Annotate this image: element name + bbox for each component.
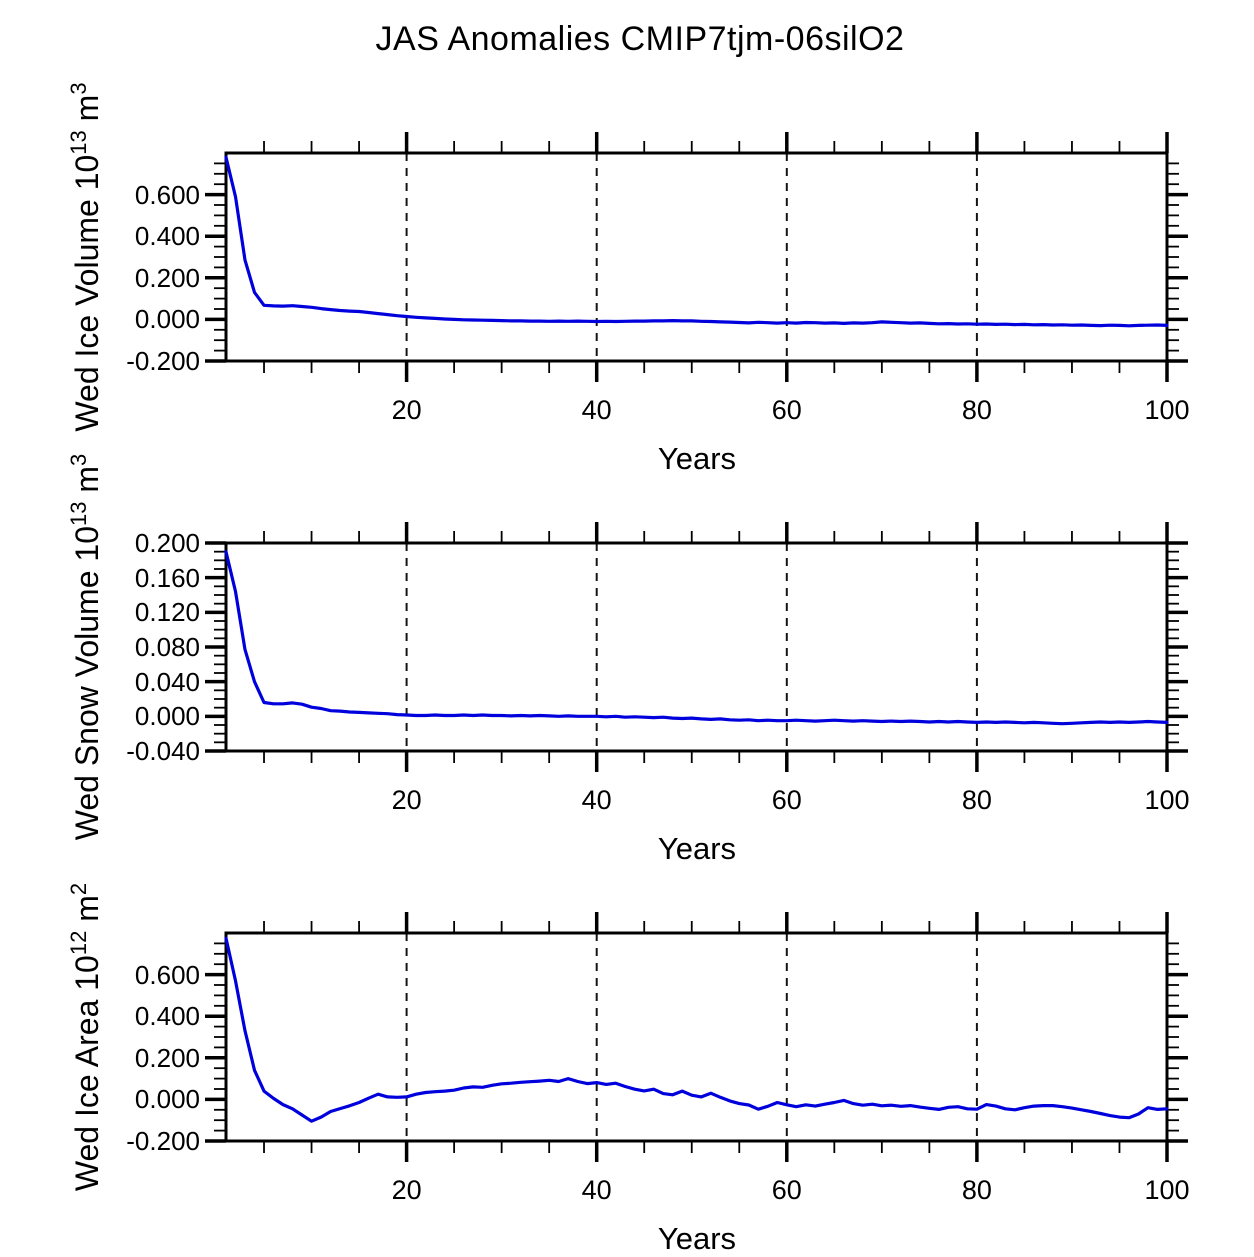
y-tick-label: -0.200 (126, 1126, 200, 1156)
y-tick-label: -0.200 (126, 346, 200, 376)
y-tick-label: 0.000 (134, 304, 200, 335)
data-line-wed-snow-volume (224, 550, 1169, 726)
x-tick-label: 100 (1144, 395, 1190, 425)
y-tick-label: 0.600 (134, 179, 200, 210)
x-tick-label: 20 (391, 395, 422, 425)
exponent: 13 (66, 130, 92, 155)
x-tick-label: 80 (961, 785, 992, 815)
x-axis-label: Years (657, 1221, 737, 1256)
x-tick-label: 60 (771, 785, 802, 815)
y-axis-label-wed-ice-area: Wed Ice Area 1012 m2 (66, 883, 106, 1191)
x-tick-label: 40 (581, 785, 612, 815)
y-tick-label: 0.000 (134, 701, 200, 732)
y-axis-label-text: Wed Ice Volume 10 (68, 154, 105, 432)
x-tick-label: 60 (771, 395, 802, 425)
chart-title: JAS Anomalies CMIP7tjm-06silO2 (375, 20, 905, 58)
y-axis-label-wed-ice-volume: Wed Ice Volume 1013 m3 (66, 82, 106, 431)
exponent: 3 (66, 453, 92, 466)
x-tick-label: 100 (1144, 1175, 1190, 1205)
y-tick-label: 0.000 (134, 1084, 200, 1115)
y-tick-label: 0.120 (134, 597, 200, 628)
x-axis-label: Years (657, 831, 737, 866)
data-line-wed-ice-volume (224, 155, 1169, 328)
y-tick-label: -0.040 (126, 736, 200, 766)
y-axis-label-wed-snow-volume: Wed Snow Volume 1013 m3 (66, 454, 106, 841)
y-axis-label-unit: m (68, 465, 105, 502)
x-tick-label: 60 (771, 1175, 802, 1205)
y-tick-label: 0.400 (134, 221, 200, 252)
exponent: 3 (66, 82, 92, 95)
y-tick-label: 0.160 (134, 562, 200, 593)
y-tick-label: 0.200 (134, 528, 200, 558)
y-axis-label-text: Wed Ice Area 10 (68, 955, 105, 1192)
y-tick-label: 0.200 (134, 1042, 200, 1073)
y-tick-label: 0.200 (134, 262, 200, 293)
x-tick-label: 20 (391, 785, 422, 815)
exponent: 12 (66, 930, 92, 956)
y-tick-label: 0.400 (134, 1001, 200, 1032)
y-axis-label-unit: m (68, 895, 105, 931)
x-tick-label: 20 (391, 1175, 422, 1205)
x-tick-label: 40 (581, 1175, 612, 1205)
y-axis-label-unit: m (68, 94, 105, 131)
y-axis-label-text: Wed Snow Volume 10 (68, 526, 105, 841)
data-line-wed-ice-area (224, 936, 1169, 1123)
x-tick-label: 80 (961, 1175, 992, 1205)
x-tick-label: 40 (581, 395, 612, 425)
plot-frame (224, 931, 1169, 1143)
plot-frame (224, 151, 1169, 363)
y-tick-label: 0.080 (134, 632, 200, 662)
x-tick-label: 80 (961, 395, 992, 425)
exponent: 13 (66, 501, 92, 527)
x-axis-label: Years (657, 441, 737, 476)
y-tick-label: 0.040 (134, 666, 200, 697)
y-tick-label: 0.600 (134, 959, 200, 990)
x-tick-label: 100 (1144, 785, 1190, 815)
exponent: 2 (66, 882, 92, 896)
